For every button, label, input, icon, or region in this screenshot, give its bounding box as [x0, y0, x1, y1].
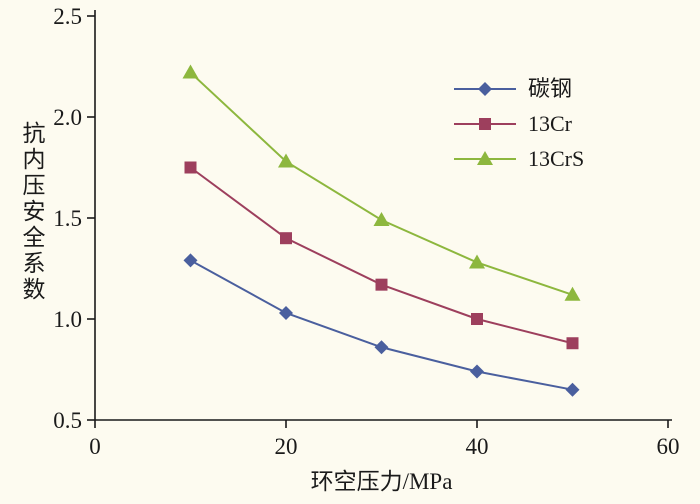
marker-diamond-icon: [279, 305, 293, 320]
y-axis-title: 抗内压安全系数: [19, 121, 44, 303]
legend-sample-13crs: [454, 151, 516, 165]
y-tick-label: 1.5: [53, 206, 82, 231]
marker-triangle-icon: [278, 153, 294, 168]
series-line: [189, 166, 573, 345]
legend-item-13cr: 13Cr: [452, 113, 584, 135]
marker-triangle-icon: [477, 151, 493, 165]
marker-triangle-icon: [469, 254, 485, 269]
marker-square-icon: [184, 161, 197, 174]
legend-sample-13cr: [454, 118, 516, 130]
marker-square-icon: [566, 337, 579, 350]
marker-square-icon: [280, 232, 292, 245]
marker-diamond-icon: [478, 82, 492, 96]
y-tick-label: 1.0: [53, 307, 82, 332]
legend-label: 碳钢: [528, 76, 573, 101]
x-tick-label: 0: [89, 434, 101, 459]
legend-label: 13Cr: [528, 111, 572, 136]
series-0: [183, 253, 580, 397]
marker-triangle-icon: [373, 212, 390, 227]
x-tick-label: 60: [657, 434, 680, 459]
marker-square-icon: [375, 278, 388, 291]
legend-item-13crs: 13CrS: [452, 148, 584, 170]
legend-sample-carbon-steel: [454, 82, 516, 96]
marker-diamond-icon: [374, 340, 389, 355]
marker-square-icon: [471, 313, 483, 325]
series-2: [182, 64, 581, 301]
y-tick-label: 2.5: [53, 4, 82, 29]
marker-diamond-icon: [470, 364, 484, 379]
series-1: [184, 161, 579, 350]
marker-triangle-icon: [182, 64, 199, 79]
marker-diamond-icon: [565, 382, 580, 397]
x-tick-label: 20: [275, 434, 298, 459]
x-tick-label: 40: [466, 434, 489, 459]
y-tick-label: 0.5: [53, 408, 82, 433]
legend-label: 13CrS: [528, 146, 585, 171]
x-axis-title: 环空压力/MPa: [310, 469, 453, 494]
marker-triangle-icon: [564, 286, 581, 301]
chart-legend: 碳钢 13Cr 13CrS: [452, 78, 584, 170]
marker-diamond-icon: [183, 253, 198, 268]
legend-item-carbon-steel: 碳钢: [452, 78, 584, 100]
marker-square-icon: [479, 118, 491, 130]
y-tick-label: 2.0: [53, 105, 82, 130]
